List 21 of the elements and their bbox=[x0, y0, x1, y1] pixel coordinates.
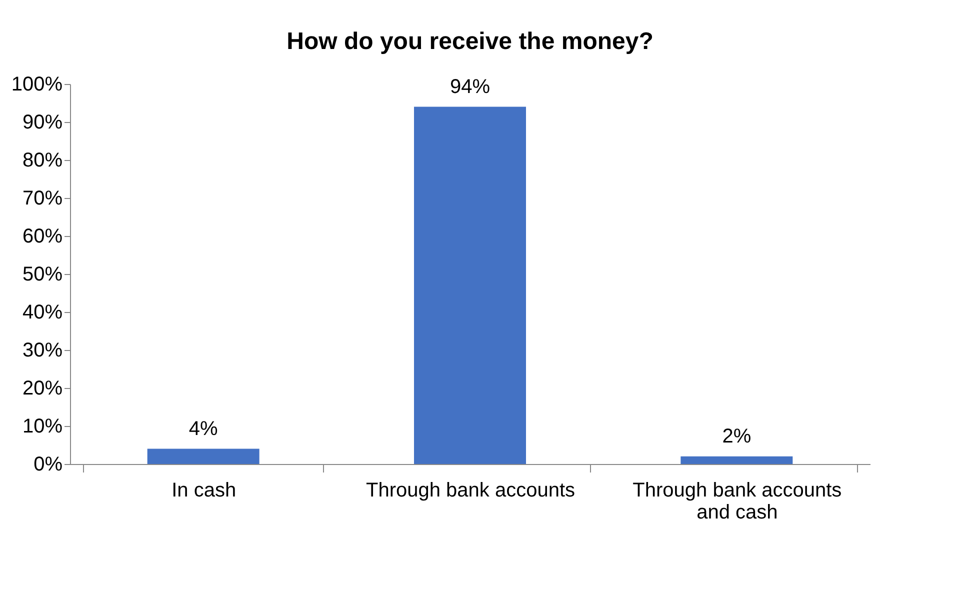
x-tick-label: Through bank accounts bbox=[366, 480, 576, 502]
y-tick-label: 40% bbox=[22, 302, 63, 324]
y-tick-label: 50% bbox=[22, 264, 63, 286]
y-tick-label: 60% bbox=[22, 226, 63, 248]
chart-title: How do you receive the money? bbox=[286, 28, 654, 55]
y-tick-label: 20% bbox=[22, 378, 63, 400]
y-tick-label: 100% bbox=[11, 74, 63, 96]
y-tick-label: 30% bbox=[22, 340, 63, 362]
data-label: 2% bbox=[722, 425, 752, 448]
y-tick-label: 70% bbox=[22, 188, 63, 210]
bar bbox=[414, 106, 526, 464]
y-tick-label: 90% bbox=[22, 112, 63, 134]
data-label: 94% bbox=[450, 76, 490, 98]
x-tick-label: Through bank accounts and cash bbox=[632, 480, 842, 524]
bar bbox=[680, 456, 793, 464]
bar bbox=[147, 448, 260, 464]
x-tick-label: In cash bbox=[172, 480, 236, 502]
y-tick-label: 10% bbox=[22, 416, 63, 438]
y-tick-label: 80% bbox=[22, 150, 63, 172]
y-tick-label: 0% bbox=[34, 454, 63, 476]
data-label: 4% bbox=[188, 418, 218, 440]
